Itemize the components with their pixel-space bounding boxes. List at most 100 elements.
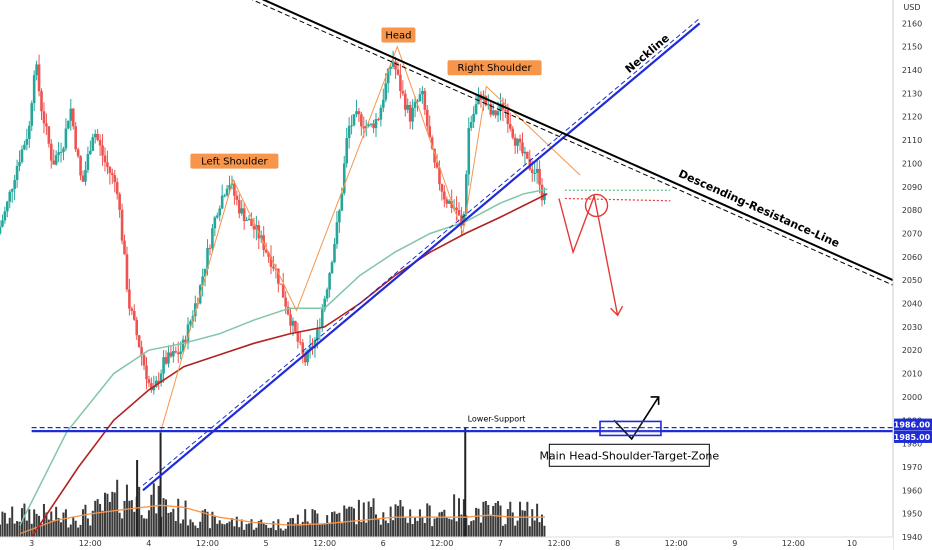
x-tick-label: 12:00: [196, 539, 219, 548]
volume-bar: [528, 526, 531, 537]
volume-bar: [526, 501, 529, 537]
candle-body: [416, 101, 419, 103]
volume-bar: [282, 530, 285, 537]
candle-body: [176, 352, 180, 355]
volume-bar: [123, 500, 126, 537]
candle-body: [215, 215, 219, 218]
candle-body: [340, 193, 344, 211]
volume-bar: [218, 520, 221, 537]
head-label-box: [381, 27, 416, 43]
candle-body: [447, 200, 451, 204]
candle-body: [45, 123, 48, 127]
candle-body: [323, 298, 327, 310]
candle-body: [208, 247, 212, 249]
volume-bar: [306, 521, 309, 537]
volume-bar: [504, 524, 507, 537]
volume-bar: [274, 530, 277, 537]
y-tick-label: 2080: [902, 206, 922, 215]
volume-bar: [248, 523, 251, 537]
volume-bar: [479, 522, 482, 537]
candle-body: [320, 309, 324, 328]
candle-body: [272, 266, 275, 269]
candle-body: [42, 111, 46, 124]
volume-bar: [272, 521, 275, 537]
volume-bar: [311, 509, 314, 537]
candle-body: [25, 139, 29, 145]
volume-bar: [211, 511, 214, 537]
volume-bar: [416, 520, 419, 537]
volume-bar: [250, 519, 253, 537]
candle-body: [30, 103, 34, 126]
y-tick-label: 2050: [902, 276, 922, 285]
volume-bar: [45, 512, 48, 537]
volume-bar: [150, 494, 153, 537]
y-tick-label: 2090: [902, 183, 922, 192]
x-tick-label: 7: [498, 539, 503, 548]
volume-bar: [184, 500, 187, 537]
y-tick-label: 2110: [902, 136, 922, 145]
volume-bar: [531, 509, 534, 537]
candle-body: [413, 101, 417, 108]
volume-bar: [86, 518, 89, 537]
candle-body: [240, 208, 244, 214]
volume-bar: [472, 520, 475, 537]
volume-bar: [431, 526, 434, 537]
target-arrowhead: [650, 396, 660, 405]
candle-body: [367, 124, 370, 126]
volume-bar: [487, 504, 490, 537]
target-zone-label: Main Head-Shoulder-Target-Zone: [539, 449, 719, 462]
price-tag: [894, 430, 932, 443]
candle-body: [279, 283, 283, 285]
candle-body: [128, 289, 131, 309]
candle-body: [306, 349, 309, 363]
candle-body: [220, 195, 224, 209]
candle-body: [54, 155, 58, 165]
volume-bar: [492, 505, 495, 537]
x-tick-label: 3: [29, 539, 34, 548]
candle-body: [235, 195, 239, 200]
volume-bar: [536, 503, 539, 537]
volume-bar: [460, 514, 463, 537]
candle-body: [10, 188, 14, 192]
volume-bar: [240, 519, 243, 537]
candle-body: [472, 113, 475, 122]
volume-bar: [172, 508, 175, 537]
candle-body: [108, 166, 112, 174]
volume-bar: [64, 509, 67, 537]
candle-body: [526, 151, 529, 159]
candle-body: [418, 94, 422, 102]
volume-bar: [543, 525, 546, 537]
candle-body: [443, 191, 446, 200]
candle-body: [8, 191, 12, 202]
candle-body: [62, 148, 65, 152]
volume-bar: [169, 512, 172, 537]
right-shoulder-label-box: [447, 60, 542, 76]
candle-body: [169, 352, 173, 357]
volume-bar: [379, 524, 382, 537]
candle-body: [382, 99, 385, 108]
candle-body: [3, 211, 7, 221]
volume-bar: [25, 520, 28, 537]
volume-bar: [401, 506, 404, 537]
volume-bar: [50, 511, 53, 537]
candle-body: [430, 137, 434, 149]
volume-bar: [389, 506, 392, 537]
volume-bar: [450, 519, 453, 537]
candle-body: [408, 104, 412, 122]
volume-bar: [152, 483, 155, 537]
volume-bar: [284, 528, 287, 537]
candle-body: [445, 199, 449, 204]
volume-bar: [108, 501, 111, 537]
candle-body: [152, 386, 156, 391]
candle-body: [201, 276, 204, 286]
candle-body: [377, 119, 380, 121]
neckline-dashed-line: [142, 17, 700, 486]
candle-body: [477, 94, 480, 105]
candle-body: [32, 75, 36, 104]
volume-bar: [103, 492, 106, 537]
volume-bar: [130, 500, 133, 537]
candle-body: [530, 169, 534, 174]
candle-body: [523, 151, 527, 154]
hs-pattern-line: [160, 45, 581, 433]
candle-body: [440, 184, 444, 192]
